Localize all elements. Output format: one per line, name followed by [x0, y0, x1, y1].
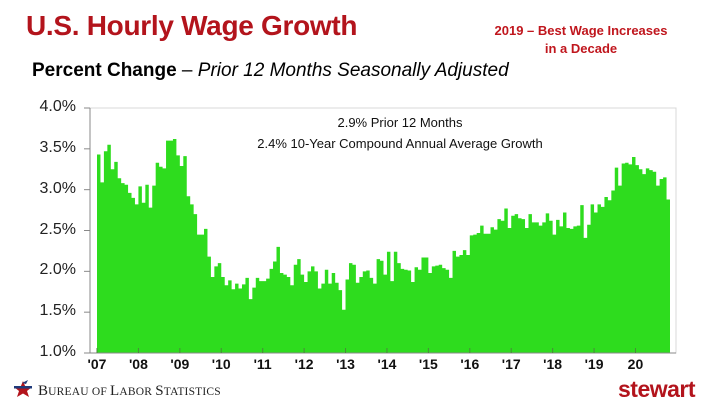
x-tick-label: '10 [211, 356, 231, 372]
wage-growth-bars [97, 139, 670, 353]
stewart-logo: stewart [618, 376, 696, 402]
bls-star-icon [14, 380, 32, 397]
y-tick-label: 3.5% [39, 138, 76, 156]
chart-title: U.S. Hourly Wage Growth [26, 10, 358, 41]
annotation-10-year-average: 2.4% 10-Year Compound Annual Average Gro… [257, 136, 543, 151]
x-tick-label: '09 [170, 356, 190, 372]
subtitle-dash: – [176, 60, 198, 81]
bls-text: BUREAU OF LABOR STATISTICS [37, 383, 221, 399]
x-tick-label: '07 [87, 356, 107, 372]
subtitle-main: Percent Change [32, 60, 177, 81]
x-tick-label: 20 [627, 356, 644, 372]
y-tick-label: 1.5% [39, 302, 76, 320]
bar-series [97, 139, 670, 353]
y-axis-ticks [84, 107, 90, 354]
y-tick-label: 2.0% [39, 261, 76, 279]
y-tick-label: 4.0% [39, 98, 76, 115]
x-tick-label: '14 [377, 356, 397, 372]
x-axis-ticks [96, 348, 636, 353]
x-tick-label: '18 [543, 356, 563, 372]
chart-subtitle: Percent Change – Prior 12 Months Seasona… [32, 60, 509, 82]
x-tick-label: '19 [584, 356, 604, 372]
bls-logo: BUREAU OF LABOR STATISTICS [12, 380, 221, 400]
callout-line-2: in a Decade [544, 41, 618, 56]
annotation-prior-12-months: 2.9% Prior 12 Months [337, 115, 463, 130]
x-tick-label: '13 [336, 356, 355, 372]
x-tick-label: '11 [253, 356, 272, 372]
x-tick-label: '17 [501, 356, 521, 372]
callout-note: 2019 – Best Wage Increases in a Decade [466, 22, 696, 58]
x-tick-label: '16 [460, 356, 480, 372]
x-tick-label: '12 [294, 356, 314, 372]
y-tick-label: 2.5% [39, 220, 76, 238]
y-tick-label: 3.0% [39, 179, 76, 197]
x-tick-label: '08 [128, 356, 148, 372]
y-tick-label: 1.0% [39, 343, 76, 360]
callout-line-1: 2019 – Best Wage Increases [494, 23, 668, 38]
x-tick-label: '15 [418, 356, 438, 372]
subtitle-detail: Prior 12 Months Seasonally Adjusted [197, 60, 509, 81]
